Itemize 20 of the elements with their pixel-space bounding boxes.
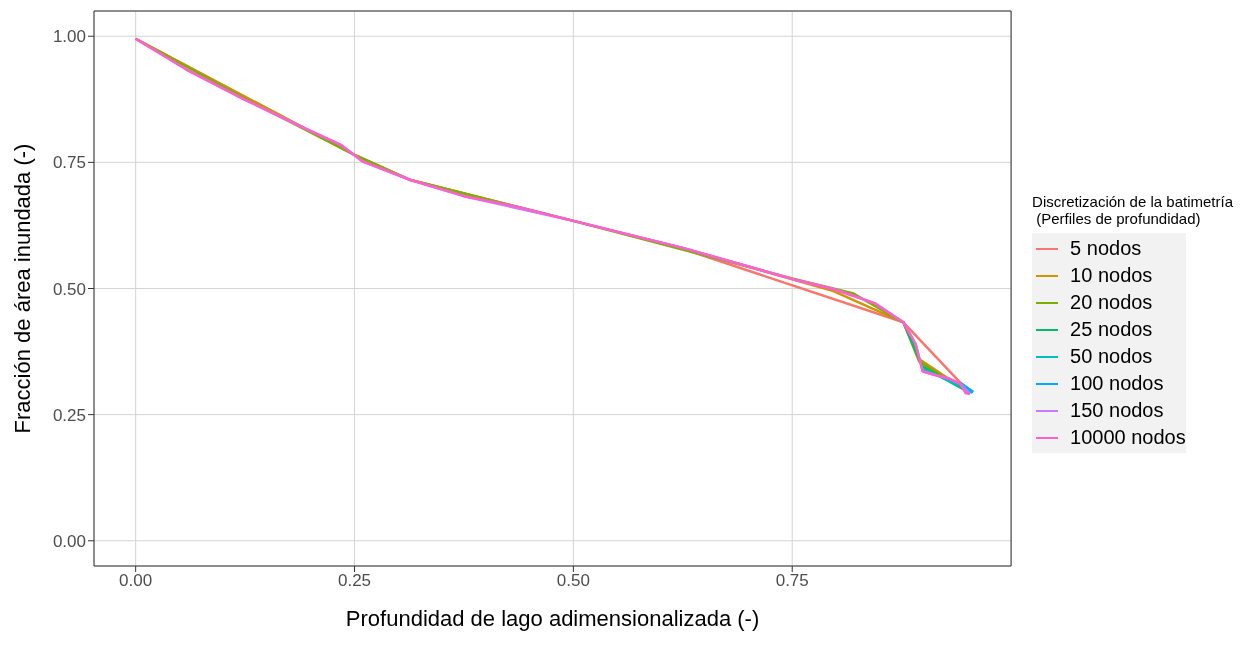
legend-title: Discretización de la batimetría (Perfiles de profundidad) (1032, 193, 1233, 227)
y-tick-label: 0.25 (52, 405, 86, 425)
y-tick-label: 0.50 (52, 279, 86, 299)
x-tick-label: 0.50 (556, 571, 590, 591)
y-axis-title: Fracción de área inundada (-) (9, 143, 35, 434)
legend-label: 150 nodos (1070, 399, 1164, 422)
y-tick-label: 0.00 (52, 531, 86, 551)
legend-label: 100 nodos (1070, 372, 1164, 395)
legend-label: 10 nodos (1070, 264, 1153, 287)
legend-label: 5 nodos (1070, 237, 1142, 260)
legend-label: 20 nodos (1070, 291, 1153, 314)
x-tick-label: 0.75 (775, 571, 809, 591)
x-axis-title: Profundidad de lago adimensionalizada (-) (345, 606, 760, 631)
legend-label: 10000 nodos (1070, 426, 1186, 449)
x-tick-label: 0.25 (337, 571, 372, 591)
legend-label: 50 nodos (1070, 345, 1153, 368)
y-tick-label: 1.00 (52, 27, 86, 47)
y-tick-label: 0.75 (52, 153, 86, 173)
x-tick-label: 0.00 (119, 571, 153, 591)
legend-label: 25 nodos (1070, 318, 1153, 341)
